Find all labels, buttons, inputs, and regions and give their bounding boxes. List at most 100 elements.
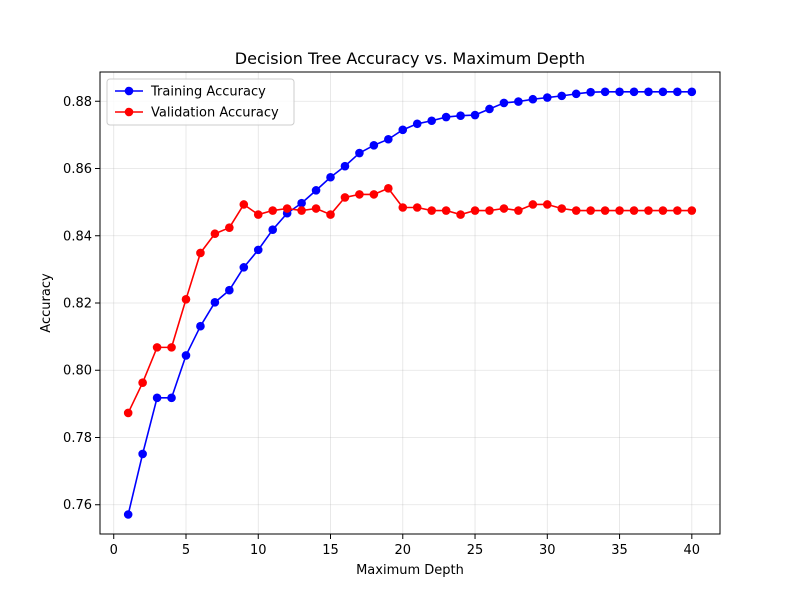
data-point [210,229,220,239]
data-point [615,206,624,215]
data-point [297,206,306,215]
y-tick-label: 0.88 [63,95,92,110]
x-tick-label: 35 [611,543,628,558]
data-point [225,285,234,295]
data-point [673,87,682,97]
legend-label: Training Accuracy [150,85,266,100]
data-point [514,206,523,215]
data-point [542,93,552,102]
y-axis: 0.76 0.78 0.80 0.82 0.84 0.86 0.88 [63,95,100,513]
x-axis-label: Maximum Depth [356,563,464,578]
data-point [311,186,321,195]
legend-label: Validation Accuracy [151,106,279,121]
data-point [658,206,668,215]
y-tick-label: 0.76 [63,498,92,513]
x-tick-label: 10 [250,543,267,558]
data-point [326,210,335,219]
legend-box [106,78,295,126]
x-tick-label: 0 [110,543,118,558]
series-validation-accuracy [123,184,697,418]
data-point [644,87,653,97]
data-point [398,125,408,135]
data-point [441,112,451,122]
data-point [571,206,581,215]
x-tick-label: 30 [539,543,556,558]
data-point [297,198,306,208]
data-point [253,245,263,255]
data-point [629,206,639,215]
data-point [470,206,480,215]
x-tick-label: 20 [395,543,412,558]
data-point [629,87,639,97]
data-point [123,408,133,418]
data-point [340,193,350,202]
data-point [138,449,147,459]
data-point [441,206,451,215]
data-point [239,263,249,272]
y-tick-label: 0.86 [63,162,92,177]
data-point [196,248,205,258]
data-point [340,161,350,171]
chart-title: Decision Tree Accuracy vs. Maximum Depth [235,49,585,68]
data-point [167,393,176,403]
legend-item: Training Accuracy [115,85,266,100]
y-tick-label: 0.80 [63,364,92,379]
data-point [412,203,422,212]
data-point [514,97,523,106]
data-point [196,321,205,331]
data-point [658,87,668,97]
data-point [687,206,697,215]
data-point [499,98,509,108]
y-tick-label: 0.84 [63,229,92,244]
data-point [326,172,335,182]
data-point [181,295,191,304]
grid [100,72,720,534]
data-point [456,111,465,121]
data-point [485,104,494,114]
data-point [557,204,567,213]
data-point [542,200,552,209]
data-point [528,94,538,104]
data-point [499,204,509,213]
data-point [369,141,379,150]
data-point [470,110,480,120]
data-point [456,210,465,219]
x-tick-label: 15 [322,543,339,558]
x-tick-label: 25 [467,543,484,558]
legend-item: Validation Accuracy [115,106,279,121]
data-point [384,184,393,193]
data-point [427,206,436,215]
data-point [528,200,538,209]
data-point [571,89,581,99]
data-point [557,91,567,101]
data-point [311,204,321,213]
y-tick-label: 0.78 [63,431,92,446]
y-axis-label: Accuracy [39,273,54,333]
data-point [600,206,610,215]
data-point [138,378,147,387]
data-point [398,203,408,212]
data-point [644,206,653,215]
data-point [586,87,595,97]
data-point [355,190,364,199]
x-tick-label: 5 [182,543,190,558]
data-point [210,298,220,307]
data-point [225,223,234,232]
series-line [127,187,692,414]
data-point [152,393,162,403]
data-point [485,206,494,215]
data-point [384,134,393,144]
data-point [268,225,278,234]
data-point [369,190,379,199]
data-point [600,87,610,97]
series-line [127,91,692,515]
y-tick-label: 0.82 [63,297,92,312]
data-point [615,87,624,97]
legend: Training Accuracy Validation Accuracy [106,78,295,126]
x-axis: 0 5 10 15 20 25 30 35 40 [110,534,700,558]
data-point [239,200,249,209]
data-point [123,510,133,519]
data-point [673,206,682,215]
legend-marker [124,86,134,96]
